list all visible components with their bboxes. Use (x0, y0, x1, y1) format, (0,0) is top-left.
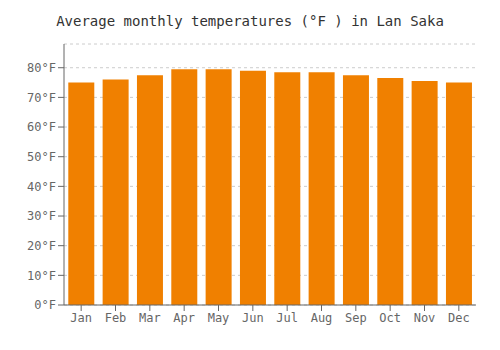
svg-text:Aug: Aug (311, 311, 333, 325)
svg-text:50°F: 50°F (27, 150, 56, 164)
svg-text:80°F: 80°F (27, 61, 56, 75)
svg-text:40°F: 40°F (27, 180, 56, 194)
svg-text:20°F: 20°F (27, 239, 56, 253)
html-text:Average monthly temperatures (: Average monthly temperatures (°F ) in La… (56, 13, 444, 29)
svg-text:Sep: Sep (345, 311, 367, 325)
svg-text:10°F: 10°F (27, 269, 56, 283)
svg-text:Mar: Mar (139, 311, 161, 325)
svg-text:Apr: Apr (173, 311, 195, 325)
svg-text:May: May (208, 311, 230, 325)
svg-text:Oct: Oct (379, 311, 401, 325)
svg-text:Jan: Jan (70, 311, 92, 325)
svg-text:Dec: Dec (448, 311, 470, 325)
svg-text:30°F: 30°F (27, 209, 56, 223)
svg-text:60°F: 60°F (27, 120, 56, 134)
svg-text:Nov: Nov (414, 311, 436, 325)
svg-text:Feb: Feb (105, 311, 127, 325)
svg-text:0°F: 0°F (34, 298, 56, 312)
svg-text:Jun: Jun (242, 311, 264, 325)
svg-text:Jul: Jul (276, 311, 298, 325)
svg-text:70°F: 70°F (27, 91, 56, 105)
